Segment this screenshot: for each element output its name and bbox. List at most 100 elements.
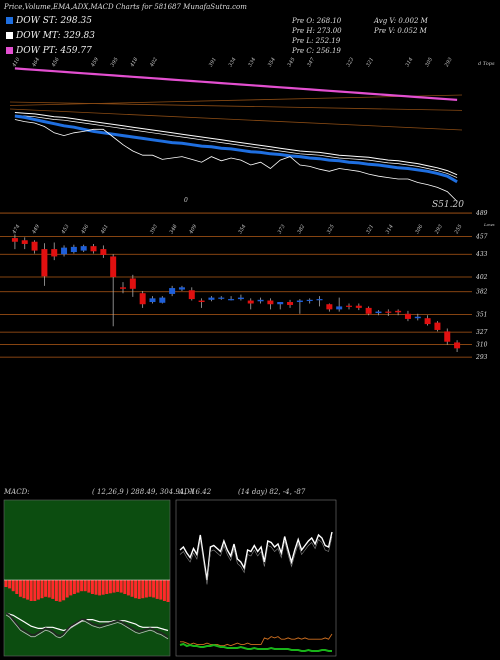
y-tick-label: 327	[476, 329, 488, 336]
candle-body	[395, 310, 402, 313]
macd-hist-bar	[162, 580, 166, 601]
candle-body	[237, 297, 244, 300]
candle-body	[11, 238, 18, 242]
macd-hist-bar	[90, 580, 94, 594]
stat-prev-low: Pre L: 252.19	[292, 37, 341, 45]
macd-hist-bar	[159, 580, 163, 600]
price-top-label: 354	[237, 224, 247, 235]
macd-hist-bar	[22, 580, 26, 599]
chart-title: Price,Volume,EMA,ADX,MACD Charts for 581…	[4, 3, 247, 11]
candle-body	[257, 299, 264, 302]
price-top-label: 449	[31, 223, 42, 236]
price-corner-label: Lows	[483, 222, 495, 227]
price-top-label: 293	[433, 224, 443, 236]
ema-zero-label: 0	[184, 197, 188, 204]
adx-values: (14 day) 82, -4, -87	[238, 488, 306, 496]
candle-body	[198, 300, 205, 303]
adx-panel-bg	[175, 499, 337, 657]
macd-hist-bar	[112, 580, 116, 593]
candle-body	[365, 307, 372, 314]
candle-body	[336, 306, 343, 310]
ema-top-label: 314	[404, 57, 414, 68]
candle-body	[208, 297, 215, 300]
macd-line-shadow	[5, 614, 169, 640]
legend-label-pt: DOW PT: 459.77	[16, 46, 92, 56]
y-tick-label: 351	[476, 312, 487, 319]
candle-body	[149, 298, 156, 303]
ema-top-label: 334	[247, 57, 257, 68]
candle-body	[41, 249, 48, 277]
ema-mt-band-line	[14, 114, 458, 178]
y-tick-label: 293	[475, 354, 488, 361]
macd-hist-bar	[152, 580, 156, 598]
macd-hist-bar	[137, 580, 141, 599]
candle-body	[454, 342, 461, 349]
macd-hist-bar	[62, 580, 66, 601]
ema-top-label: 305	[424, 57, 434, 68]
ema-top-label: 321	[365, 57, 375, 68]
ema-top-label: 293	[443, 57, 453, 69]
y-tick-label: 433	[475, 251, 488, 258]
macd-hist-bar	[8, 580, 12, 589]
price-top-label: 348	[169, 224, 179, 235]
price-top-label: 314	[385, 224, 395, 235]
candle-body	[444, 331, 451, 342]
candle-body	[100, 249, 107, 255]
ema-top-label: 459	[90, 56, 101, 69]
macd-hist-bar	[51, 580, 55, 599]
ema-top-label: 334	[228, 57, 238, 68]
ema-corner-label: d Tops	[478, 61, 495, 67]
macd-hist-bar	[76, 580, 80, 593]
ema-top-label: 456	[50, 56, 61, 69]
legend-dow-mt: DOW MT: 329.83	[6, 31, 95, 41]
macd-hist-bar	[65, 580, 69, 598]
stat-prev-close: Pre C: 256.19	[292, 47, 341, 55]
ema-top-label: 410	[11, 56, 22, 69]
macd-hist-bar	[108, 580, 112, 594]
ema-top-label: 391	[208, 57, 218, 68]
stat-prev-open: Pre O: 268.10	[292, 17, 342, 25]
y-tick-label: 310	[476, 342, 488, 349]
adx-label: ADX	[179, 488, 195, 496]
macd-hist-bar	[101, 580, 105, 595]
ema-top-label: 354	[267, 57, 277, 68]
candle-body	[404, 313, 411, 319]
macd-values: ( 12,26,9 ) 288.49, 304.91, -16.42	[92, 488, 212, 496]
macd-hist-bar	[72, 580, 76, 594]
ema-channel-line-2	[9, 108, 463, 131]
macd-hist-bar	[123, 580, 127, 594]
macd-hist-bar	[40, 580, 44, 599]
price-top-label: 474	[11, 224, 21, 236]
macd-hist-bar	[33, 580, 37, 601]
candle-body	[228, 299, 235, 301]
macd-hist-bar	[119, 580, 123, 593]
stat-prev-volume: Pre V: 0.052 M	[374, 27, 427, 35]
macd-hist-bar	[83, 580, 87, 592]
legend-label-mt: DOW MT: 329.83	[16, 31, 95, 41]
candle-body	[21, 240, 28, 244]
ema-price-line	[14, 119, 458, 202]
macd-hist-bar	[148, 580, 152, 597]
ema-top-label: 418	[129, 57, 139, 69]
macd-hist-bar	[126, 580, 130, 596]
macd-hist-bar	[44, 580, 48, 597]
ema-top-label: 395	[110, 57, 120, 68]
macd-hist-bar	[116, 580, 120, 592]
price-top-label: 373	[277, 224, 287, 235]
candle-body	[51, 249, 58, 257]
candle-body	[247, 300, 254, 304]
ema-channel-line-1	[9, 101, 463, 111]
legend-dow-st: DOW ST: 298.35	[6, 16, 92, 26]
macd-hist-bar	[29, 580, 33, 601]
candle-body	[188, 290, 195, 300]
candle-body	[346, 305, 352, 307]
candle-body	[316, 299, 323, 301]
adx-plus-di-line	[179, 531, 333, 581]
candle-body	[159, 297, 166, 303]
macd-hist-bar	[130, 580, 134, 597]
candle-body	[110, 256, 117, 278]
price-top-label: 306	[414, 223, 424, 235]
candle-body	[120, 287, 126, 289]
macd-signal-line	[5, 612, 169, 632]
